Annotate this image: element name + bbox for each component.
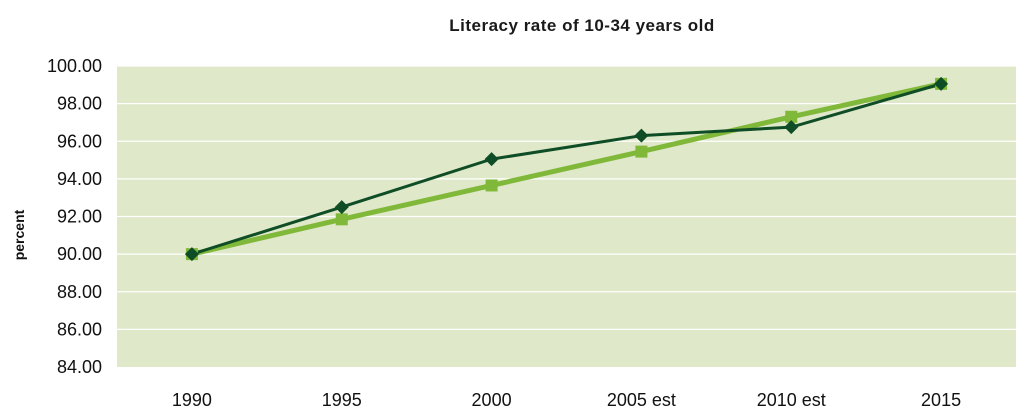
y-tick-label: 96.00 <box>57 131 102 151</box>
y-axis-ticks: 84.00 86.00 88.00 90.00 92.00 94.00 96.00 98.00… <box>47 56 102 377</box>
series-2-point <box>485 179 498 192</box>
series-group <box>184 76 949 262</box>
x-tick-label: 2005 est <box>607 390 676 410</box>
x-tick-label: 2010 est <box>757 390 826 410</box>
y-tick-label: 88.00 <box>57 282 102 302</box>
y-tick-label: 90.00 <box>57 244 102 264</box>
series-2-point <box>635 145 648 158</box>
y-tick-label: 86.00 <box>57 319 102 339</box>
chart-title: Literacy rate of 10-34 years old <box>449 16 714 35</box>
x-tick-label: 1995 <box>322 390 362 410</box>
y-tick-label: 92.00 <box>57 207 102 227</box>
y-tick-label: 100.00 <box>47 56 102 76</box>
x-tick-label: 2015 <box>921 390 961 410</box>
series-1-point <box>484 152 499 167</box>
series-2-point <box>785 110 798 123</box>
gridlines <box>117 65 1016 330</box>
series-1-line <box>191 82 942 256</box>
y-axis-label: percent <box>11 209 27 260</box>
series-1-point <box>634 128 649 143</box>
y-tick-label: 94.00 <box>57 169 102 189</box>
series-1-point <box>934 76 949 91</box>
y-tick-label: 98.00 <box>57 94 102 114</box>
series-1-point <box>334 200 349 215</box>
series-2-point <box>335 213 348 226</box>
x-tick-label: 2000 <box>472 390 512 410</box>
y-tick-label: 84.00 <box>57 357 102 377</box>
x-tick-label: 1990 <box>172 390 212 410</box>
series-1-point <box>784 120 799 135</box>
series-1-point <box>184 247 199 262</box>
series-2-line <box>191 81 942 257</box>
x-axis-ticks: 1990 1995 2000 2005 est 2010 est 2015 <box>172 390 961 410</box>
